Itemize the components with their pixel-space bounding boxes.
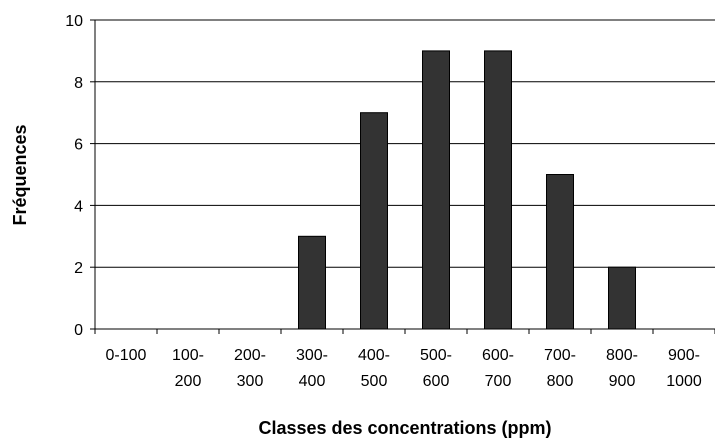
x-tick-label: 800-900 — [606, 347, 638, 390]
y-axis-label: Fréquences — [10, 124, 30, 225]
y-tick-label: 2 — [74, 260, 83, 277]
y-tick-label: 10 — [65, 13, 83, 30]
y-tick-label: 0 — [74, 322, 83, 339]
x-tick-label: 100-200 — [172, 347, 204, 390]
y-tick-label: 4 — [74, 198, 83, 215]
x-axis-label: Classes des concentrations (ppm) — [258, 418, 551, 438]
x-tick-label: 0-100 — [106, 347, 147, 364]
x-tick-label: 500-600 — [420, 347, 452, 390]
y-tick-label: 8 — [74, 75, 83, 92]
bar — [608, 266, 636, 330]
bar — [546, 174, 574, 330]
bar — [484, 50, 512, 330]
bar — [360, 112, 388, 330]
x-tick-label: 300-400 — [296, 347, 328, 390]
x-tick-label: 700-800 — [544, 347, 576, 390]
bar — [298, 235, 326, 330]
y-tick-label: 6 — [74, 137, 83, 154]
x-tick-label: 400-500 — [358, 347, 390, 390]
bar — [422, 50, 450, 330]
x-tick-label: 900-1000 — [666, 347, 702, 390]
x-tick-label: 600-700 — [482, 347, 514, 390]
x-tick-label: 200-300 — [234, 347, 266, 390]
